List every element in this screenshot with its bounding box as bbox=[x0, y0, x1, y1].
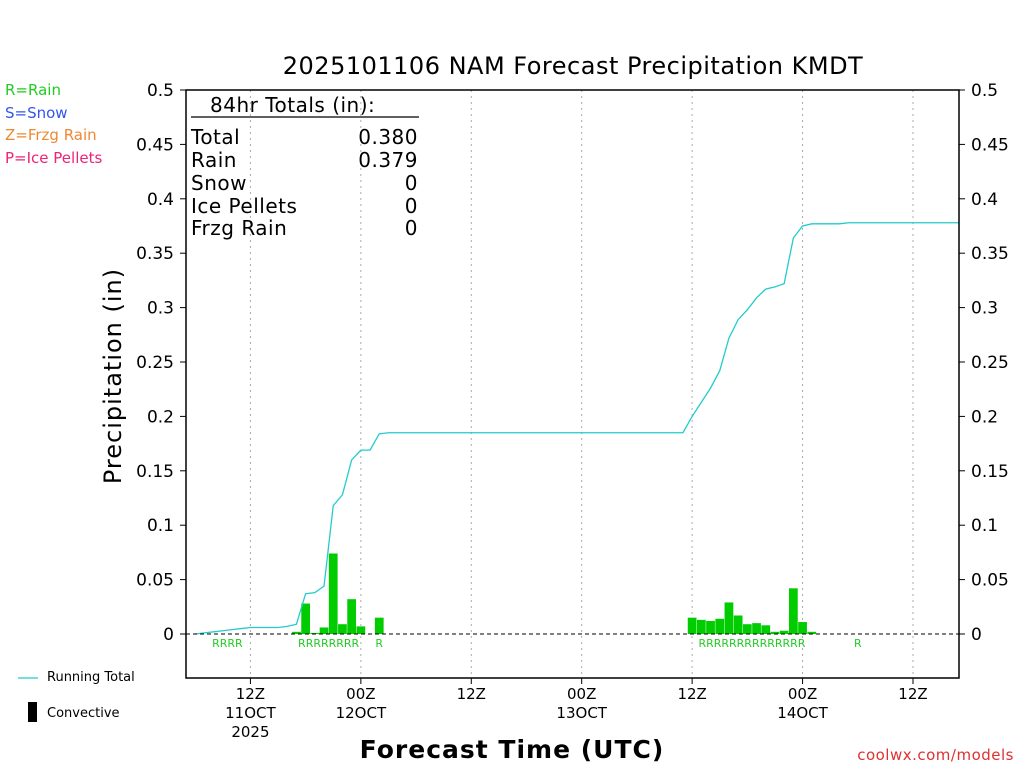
y-tick-label-left: 0.25 bbox=[136, 353, 174, 373]
totals-value-frzg-rain: 0 bbox=[404, 216, 418, 240]
precip-bar bbox=[328, 553, 338, 634]
x-tick-label: 12Z bbox=[677, 685, 706, 703]
precip-bar bbox=[301, 603, 311, 634]
legend-convective-swatch bbox=[28, 702, 37, 722]
x-tick-label: 2025 bbox=[231, 723, 269, 741]
precip-bar bbox=[687, 617, 697, 634]
bar-series bbox=[292, 553, 817, 634]
y-tick-label-left: 0.35 bbox=[136, 244, 174, 264]
precip-bar bbox=[715, 618, 725, 634]
precip-bar bbox=[319, 627, 329, 634]
x-tick-label: 13OCT bbox=[556, 704, 607, 722]
precip-type-marker: RRRRRRRR bbox=[298, 637, 360, 650]
y-tick-label-right: 0.25 bbox=[971, 353, 1009, 373]
y-tick-label-left: 0.3 bbox=[147, 299, 174, 319]
x-tick-label: 00Z bbox=[567, 685, 596, 703]
y-tick-label-left: 0.1 bbox=[147, 516, 174, 536]
totals-heading: 84hr Totals (in): bbox=[210, 93, 376, 117]
running-total-line bbox=[195, 222, 959, 635]
x-tick-label: 12Z bbox=[236, 685, 265, 703]
totals-value-total: 0.380 bbox=[358, 125, 418, 149]
x-tick-label: 12Z bbox=[898, 685, 927, 703]
y-tick-label-left: 0.5 bbox=[147, 81, 174, 101]
precip-bar bbox=[770, 631, 780, 634]
legend-ice-pellets: P=Ice Pellets bbox=[5, 149, 103, 167]
precip-bar bbox=[356, 626, 366, 634]
x-tick-label: 00Z bbox=[346, 685, 375, 703]
precip-bar bbox=[807, 631, 817, 634]
plot-frame bbox=[185, 89, 960, 679]
precip-bar bbox=[752, 623, 761, 634]
totals-label-ice-pellets: Ice Pellets bbox=[191, 194, 298, 218]
precip-bar bbox=[696, 619, 706, 634]
totals-value-rain: 0.379 bbox=[358, 148, 418, 172]
y-tick-label-right: 0.1 bbox=[971, 516, 998, 536]
x-tick-label: 00Z bbox=[788, 685, 817, 703]
precip-type-marker: R bbox=[854, 637, 862, 650]
precip-bar bbox=[742, 624, 752, 634]
precip-bar bbox=[788, 588, 798, 634]
precip-bar bbox=[310, 632, 320, 634]
y-tick-label-right: 0.4 bbox=[971, 190, 998, 210]
totals-value-snow: 0 bbox=[404, 171, 418, 195]
totals-value-ice-pellets: 0 bbox=[404, 194, 418, 218]
y-tick-label-left: 0.45 bbox=[136, 135, 174, 155]
precip-bar bbox=[724, 602, 734, 634]
x-tick-label: 14OCT bbox=[777, 704, 828, 722]
legend-running-total: Running Total bbox=[47, 670, 135, 685]
grid-lines bbox=[249, 90, 914, 678]
x-tick-label: 12OCT bbox=[336, 704, 387, 722]
y-tick-label-left: 0.05 bbox=[136, 571, 174, 591]
precip-type-markers: RRRR RRRRRRRR R RRRRRRRRRRRRRR R bbox=[212, 637, 862, 650]
precip-type-marker: R bbox=[375, 637, 383, 650]
y-tick-label-right: 0.3 bbox=[971, 299, 998, 319]
y-tick-label-left: 0.15 bbox=[136, 462, 174, 482]
y-tick-label-left: 0.2 bbox=[147, 407, 174, 427]
y-tick-label-right: 0.2 bbox=[971, 407, 998, 427]
y-tick-label-right: 0.45 bbox=[971, 135, 1009, 155]
legend-rain: R=Rain bbox=[5, 81, 61, 99]
totals-label-frzg-rain: Frzg Rain bbox=[191, 216, 288, 240]
precip-bar bbox=[798, 622, 807, 634]
y-tick-label-right: 0.35 bbox=[971, 244, 1009, 264]
x-axis-label: Forecast Time (UTC) bbox=[359, 735, 665, 764]
legend-convective: Convective bbox=[47, 706, 120, 721]
y-tick-label-right: 0.15 bbox=[971, 462, 1009, 482]
totals-label-snow: Snow bbox=[191, 171, 247, 195]
precip-bar bbox=[761, 625, 771, 634]
precip-bar bbox=[338, 624, 347, 634]
y-tick-label-left: 0.4 bbox=[147, 190, 174, 210]
precip-bar bbox=[733, 615, 743, 634]
y-tick-label-left: 0 bbox=[163, 625, 174, 645]
running-total-series bbox=[195, 222, 959, 635]
precip-bar bbox=[706, 620, 715, 634]
legend-frzg-rain: Z=Frzg Rain bbox=[5, 126, 97, 144]
precip-bar bbox=[292, 631, 301, 634]
x-tick-label: 11OCT bbox=[225, 704, 276, 722]
precip-bar bbox=[347, 599, 357, 634]
y-tick-label-right: 0.5 bbox=[971, 81, 998, 101]
precip-type-marker: RRRRRRRRRRRRRR bbox=[698, 637, 805, 650]
y-axis-label: Precipitation (in) bbox=[99, 267, 127, 485]
y-tick-label-right: 0.05 bbox=[971, 571, 1009, 591]
precip-bar bbox=[779, 630, 789, 634]
totals-label-rain: Rain bbox=[191, 148, 237, 172]
precip-bar bbox=[374, 617, 384, 634]
precip-type-marker: RRRR bbox=[212, 637, 243, 650]
legend-snow: S=Snow bbox=[5, 104, 68, 122]
chart-title: 2025101106 NAM Forecast Precipitation KM… bbox=[282, 52, 864, 80]
x-tick-label: 12Z bbox=[457, 685, 486, 703]
y-tick-label-right: 0 bbox=[971, 625, 982, 645]
credit-text: coolwx.com/models bbox=[857, 746, 1014, 764]
totals-label-total: Total bbox=[191, 125, 241, 149]
